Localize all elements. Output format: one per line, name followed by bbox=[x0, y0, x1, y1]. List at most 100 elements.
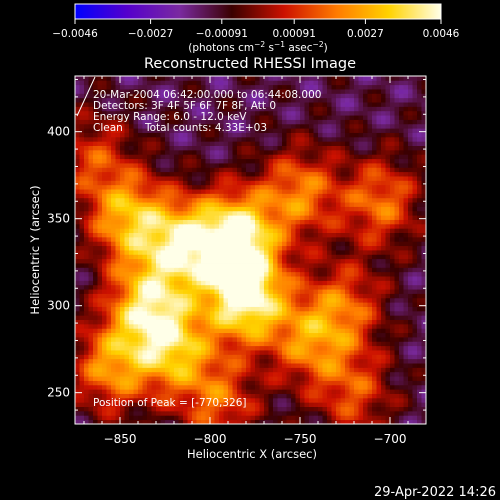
heatmap-cell bbox=[250, 241, 256, 247]
heatmap-cell bbox=[381, 232, 386, 238]
heatmap-cell bbox=[286, 219, 292, 225]
heatmap-cell bbox=[282, 250, 287, 255]
heatmap-cell bbox=[385, 363, 391, 368]
heatmap-cell bbox=[192, 389, 197, 394]
heatmap-cell bbox=[304, 276, 310, 281]
heatmap-cell bbox=[165, 406, 170, 412]
heatmap-cell bbox=[241, 206, 247, 212]
heatmap-cell bbox=[210, 341, 215, 347]
heatmap-cell bbox=[286, 419, 292, 424]
heatmap-cell bbox=[219, 245, 224, 251]
heatmap-cell bbox=[174, 276, 179, 281]
heatmap-cell bbox=[84, 341, 89, 347]
heatmap-cell bbox=[102, 367, 107, 373]
heatmap-cell bbox=[147, 358, 152, 364]
heatmap-cell bbox=[214, 210, 220, 216]
heatmap-cell bbox=[192, 284, 197, 290]
heatmap-cell bbox=[219, 397, 224, 403]
heatmap-cell bbox=[102, 297, 107, 303]
heatmap-cell bbox=[196, 345, 202, 351]
heatmap-cell bbox=[403, 363, 409, 368]
heatmap-cell bbox=[88, 332, 94, 338]
heatmap-cell bbox=[192, 176, 197, 181]
heatmap-cell bbox=[201, 163, 206, 168]
heatmap-cell bbox=[295, 384, 301, 390]
heatmap-cell bbox=[421, 202, 426, 207]
heatmap-cell bbox=[291, 202, 296, 207]
heatmap-cell bbox=[286, 263, 292, 268]
heatmap-cell bbox=[205, 371, 211, 377]
heatmap-cell bbox=[223, 363, 229, 368]
heatmap-cell bbox=[88, 154, 94, 160]
heatmap-cell bbox=[156, 167, 161, 173]
heatmap-cell bbox=[421, 384, 426, 390]
heatmap-cell bbox=[219, 302, 224, 307]
heatmap-cell bbox=[178, 393, 184, 399]
heatmap-cell bbox=[205, 284, 211, 290]
heatmap-cell bbox=[115, 154, 121, 160]
heatmap-cell bbox=[277, 389, 283, 394]
heatmap-cell bbox=[318, 176, 323, 181]
heatmap-cell bbox=[354, 376, 359, 381]
heatmap-cell bbox=[142, 297, 148, 303]
heatmap-cell bbox=[129, 376, 134, 381]
heatmap-cell bbox=[232, 167, 238, 173]
heatmap-cell bbox=[196, 241, 202, 247]
heatmap-cell bbox=[363, 163, 368, 168]
heatmap-cell bbox=[295, 167, 301, 173]
heatmap-cell bbox=[327, 323, 332, 329]
heatmap-cell bbox=[372, 380, 377, 386]
heatmap-cell bbox=[115, 267, 121, 273]
heatmap-cell bbox=[399, 384, 404, 390]
heatmap-cell bbox=[255, 315, 260, 320]
heatmap-cell bbox=[282, 410, 287, 416]
heatmap-cell bbox=[241, 315, 247, 320]
heatmap-cell bbox=[358, 258, 364, 264]
heatmap-cell bbox=[295, 184, 301, 190]
heatmap-cell bbox=[156, 393, 161, 399]
heatmap-cell bbox=[160, 258, 166, 264]
heatmap-cell bbox=[201, 250, 206, 255]
heatmap-cell bbox=[309, 380, 314, 386]
heatmap-cell bbox=[412, 389, 418, 394]
heatmap-cell bbox=[228, 236, 233, 242]
heatmap-cell bbox=[187, 263, 193, 268]
heatmap-cell bbox=[309, 219, 314, 225]
heatmap-cell bbox=[214, 419, 220, 424]
heatmap-cell bbox=[412, 202, 418, 207]
heatmap-cell bbox=[354, 310, 359, 316]
heatmap-cell bbox=[79, 310, 85, 316]
heatmap-cell bbox=[142, 280, 148, 286]
heatmap-cell bbox=[345, 297, 350, 303]
heatmap-cell bbox=[372, 393, 377, 399]
heatmap-cell bbox=[228, 293, 233, 299]
heatmap-cell bbox=[250, 245, 256, 251]
heatmap-cell bbox=[129, 323, 134, 329]
heatmap-cell bbox=[349, 263, 355, 268]
heatmap-cell bbox=[183, 276, 188, 281]
heatmap-cell bbox=[160, 236, 166, 242]
heatmap-cell bbox=[142, 250, 148, 255]
heatmap-cell bbox=[300, 267, 305, 273]
heatmap-cell bbox=[142, 410, 148, 416]
heatmap-cell bbox=[93, 302, 98, 307]
heatmap-cell bbox=[232, 197, 238, 203]
heatmap-cell bbox=[259, 171, 265, 177]
heatmap-cell bbox=[268, 306, 274, 312]
heatmap-cell bbox=[340, 328, 346, 334]
heatmap-cell bbox=[228, 350, 233, 355]
heatmap-cell bbox=[88, 315, 94, 320]
heatmap-cell bbox=[376, 263, 382, 268]
heatmap-cell bbox=[205, 263, 211, 268]
heatmap-cell bbox=[336, 197, 341, 203]
heatmap-cell bbox=[327, 371, 332, 377]
heatmap-cell bbox=[142, 306, 148, 312]
heatmap-cell bbox=[232, 341, 238, 347]
heatmap-cell bbox=[367, 149, 373, 155]
heatmap-cell bbox=[277, 245, 283, 251]
heatmap-cell bbox=[165, 319, 170, 325]
heatmap-cell bbox=[273, 232, 278, 238]
heatmap-cell bbox=[381, 380, 386, 386]
heatmap-cell bbox=[318, 254, 323, 260]
heatmap-cell bbox=[399, 319, 404, 325]
